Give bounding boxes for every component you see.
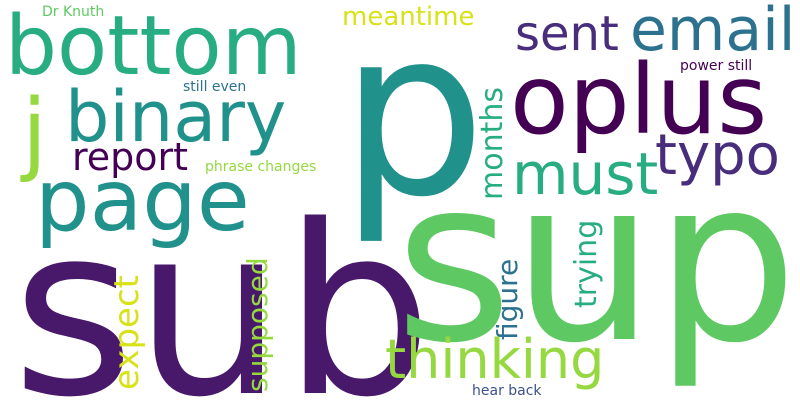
word-months: months [475, 87, 510, 200]
word-email: email [630, 0, 796, 65]
word-page: page [35, 151, 250, 251]
word-sup: sup [395, 131, 798, 393]
word-dr-knuth: Dr Knuth [42, 4, 105, 20]
word-trying: trying [569, 219, 604, 308]
word-thinking: thinking [385, 328, 605, 391]
word-bottom: bottom [5, 0, 302, 94]
word-report: report [72, 135, 189, 179]
word-figure: figure [491, 258, 524, 340]
word-j: j [22, 80, 48, 185]
word-binary: binary [65, 76, 287, 158]
word-hear-back: hear back [472, 383, 542, 399]
word-supposed: supposed [241, 257, 274, 392]
word-meantime: meantime [342, 2, 475, 32]
word-oplus: oplus [510, 44, 768, 156]
word-p: p [340, 0, 486, 248]
word-sent: sent [515, 6, 619, 62]
word-expect: expect [107, 275, 147, 390]
word-must: must [512, 140, 659, 208]
word-typo: typo [655, 123, 780, 188]
word-still-even: still even [183, 79, 247, 95]
word-sub: sub [12, 176, 433, 400]
word-power-still: power still [680, 58, 753, 74]
word-phrase-changes: phrase changes [205, 159, 317, 175]
